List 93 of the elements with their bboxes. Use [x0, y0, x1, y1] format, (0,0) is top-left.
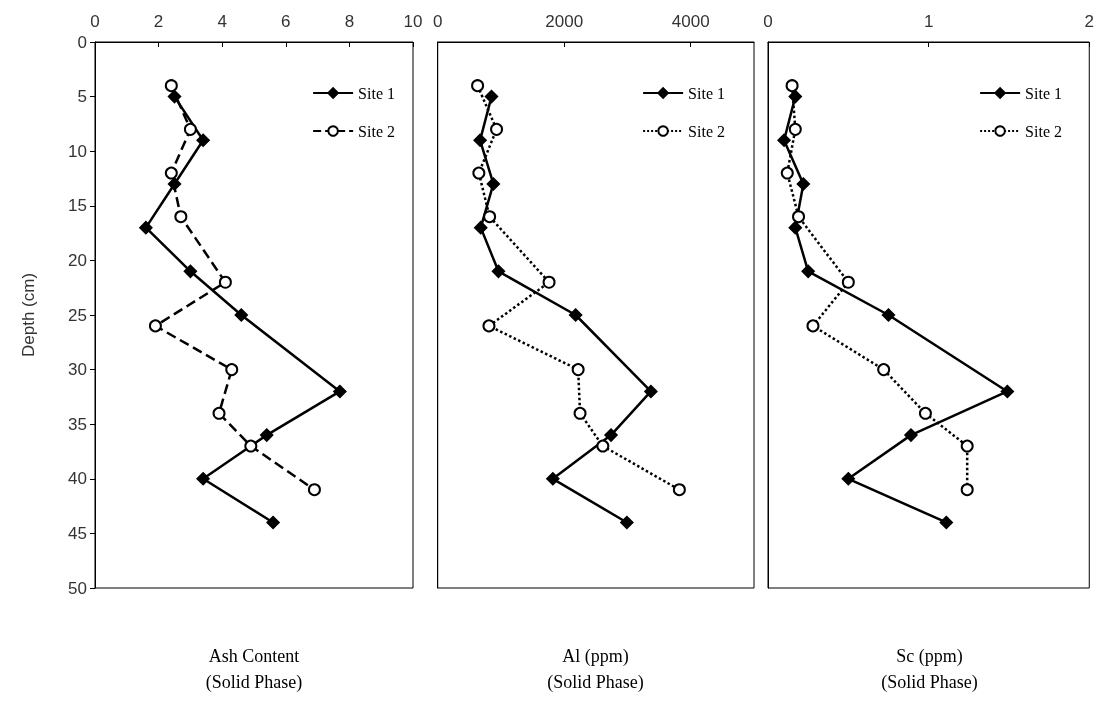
point: [620, 515, 634, 530]
legend-label: Site 2: [358, 122, 395, 140]
point: [573, 406, 587, 420]
point: [266, 515, 280, 530]
x-tick-label: 0: [432, 12, 443, 31]
legend-label: Site 2: [1025, 122, 1062, 140]
y-tick-label: 25: [68, 305, 87, 325]
x-axis-title: Sc (ppm) (Solid Phase): [881, 646, 978, 693]
point: [788, 122, 802, 136]
point: [672, 483, 686, 497]
point: [571, 363, 585, 377]
x-tick-label: 0: [90, 12, 100, 31]
y-tick-label: 20: [68, 250, 87, 270]
y-tick-label: 30: [68, 360, 87, 380]
point: [307, 483, 321, 497]
point: [841, 275, 855, 289]
point: [777, 133, 791, 148]
y-tick-label: 0: [77, 32, 87, 52]
point: [174, 210, 188, 224]
point: [167, 177, 182, 191]
legend-label: Site 1: [688, 84, 725, 102]
point: [792, 210, 806, 224]
x-tick-label: 1: [923, 12, 934, 31]
point: [183, 264, 198, 279]
point: [568, 308, 583, 322]
legend-label: Site 1: [1025, 84, 1062, 102]
point: [960, 483, 974, 497]
legend-label: Site 1: [358, 84, 395, 102]
point: [785, 79, 799, 93]
y-tick-label: 5: [77, 87, 87, 107]
point: [167, 89, 182, 104]
point: [483, 210, 497, 224]
x-tick-label: 8: [344, 12, 355, 31]
point: [148, 319, 162, 333]
y-tick-label: 40: [68, 469, 87, 489]
point: [225, 363, 239, 377]
point: [244, 439, 258, 453]
legend-label: Site 2: [688, 122, 725, 140]
point: [939, 515, 954, 530]
x-axis-title: Al (ppm) (Solid Phase): [547, 646, 644, 693]
x-tick-label: 4000: [671, 12, 710, 31]
point: [196, 133, 210, 148]
x-tick-label: 2: [1084, 12, 1095, 31]
point: [780, 166, 794, 180]
point: [596, 439, 610, 453]
point: [960, 439, 974, 453]
point: [841, 472, 856, 486]
point: [333, 384, 347, 399]
point: [644, 384, 658, 399]
x-tick-label: 6: [281, 12, 291, 31]
point: [259, 428, 274, 442]
point: [877, 363, 891, 377]
point: [139, 220, 153, 235]
point: [918, 406, 932, 420]
point: [542, 275, 556, 289]
y-tick-label: 10: [68, 141, 87, 161]
point: [164, 79, 178, 93]
point: [491, 264, 506, 279]
point: [490, 122, 504, 136]
point: [788, 89, 803, 104]
point: [904, 428, 918, 442]
y-tick-label: 35: [68, 414, 87, 434]
point: [796, 177, 811, 191]
x-tick-label: 10: [403, 12, 423, 31]
y-tick-label: 50: [68, 578, 87, 598]
point: [546, 472, 560, 486]
x-tick-label: 2000: [545, 12, 584, 31]
point: [473, 133, 487, 148]
point: [881, 308, 896, 322]
point: [234, 308, 249, 322]
point: [473, 220, 488, 235]
y-tick-label: 45: [68, 523, 87, 543]
point: [801, 264, 815, 279]
x-tick-label: 0: [763, 12, 773, 31]
point: [183, 122, 197, 136]
point: [196, 472, 210, 486]
point: [788, 220, 803, 235]
point: [482, 319, 496, 333]
point: [212, 406, 226, 420]
x-axis-title: Ash Content (Solid Phase): [205, 646, 303, 693]
y-axis-title: Depth (cm): [19, 272, 38, 358]
point: [486, 177, 501, 191]
point: [1000, 384, 1015, 399]
point: [218, 275, 232, 289]
point: [484, 89, 499, 104]
x-tick-label: 2: [153, 12, 164, 31]
point: [471, 79, 485, 93]
point: [164, 166, 178, 180]
y-tick-label: 15: [68, 196, 87, 216]
point: [806, 319, 820, 333]
point: [472, 166, 486, 180]
x-tick-label: 4: [217, 12, 227, 31]
point: [604, 428, 618, 442]
